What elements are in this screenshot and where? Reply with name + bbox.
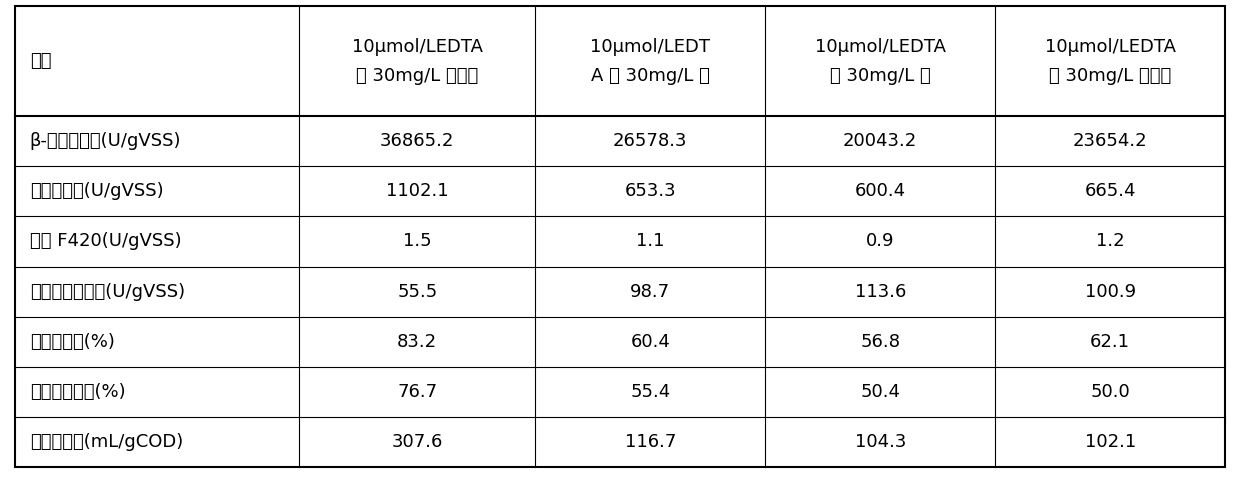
Text: 0.9: 0.9: [866, 232, 894, 250]
Text: 20043.2: 20043.2: [843, 132, 918, 150]
Text: 83.2: 83.2: [397, 333, 438, 351]
Text: 600.4: 600.4: [854, 182, 905, 200]
Text: 26578.3: 26578.3: [613, 132, 687, 150]
Text: 辅酶 F420(U/gVSS): 辅酶 F420(U/gVSS): [30, 232, 181, 250]
Text: 307.6: 307.6: [392, 433, 443, 451]
Text: 116.7: 116.7: [625, 433, 676, 451]
Text: 10μmol/LEDTA
与 30mg/L 零价铁: 10μmol/LEDTA 与 30mg/L 零价铁: [352, 38, 482, 85]
Text: 55.5: 55.5: [397, 283, 438, 301]
Text: 56.8: 56.8: [861, 333, 900, 351]
Text: 1102.1: 1102.1: [386, 182, 449, 200]
Text: β-葡萄糖苷酶(U/gVSS): β-葡萄糖苷酶(U/gVSS): [30, 132, 181, 150]
Text: 50.0: 50.0: [1090, 383, 1130, 401]
Text: 1.5: 1.5: [403, 232, 432, 250]
Text: 665.4: 665.4: [1085, 182, 1136, 200]
Text: 113.6: 113.6: [854, 283, 906, 301]
Text: 1.1: 1.1: [636, 232, 665, 250]
Text: 1.2: 1.2: [1096, 232, 1125, 250]
Text: 10μmol/LEDT
A 与 30mg/L 鲈: 10μmol/LEDT A 与 30mg/L 鲈: [590, 38, 711, 85]
Text: 10μmol/LEDTA
与 30mg/L 镍: 10μmol/LEDTA 与 30mg/L 镍: [815, 38, 946, 85]
Text: 36865.2: 36865.2: [381, 132, 455, 150]
Text: 蛋白质降解率(%): 蛋白质降解率(%): [30, 383, 125, 401]
Text: 62.1: 62.1: [1090, 333, 1130, 351]
Text: 23654.2: 23654.2: [1073, 132, 1147, 150]
Text: 653.3: 653.3: [625, 182, 676, 200]
Text: 累积产气率(mL/gCOD): 累积产气率(mL/gCOD): [30, 433, 184, 451]
Text: 102.1: 102.1: [1085, 433, 1136, 451]
Text: 100.9: 100.9: [1085, 283, 1136, 301]
Text: 60.4: 60.4: [630, 333, 670, 351]
Text: 蛋白水解酶(U/gVSS): 蛋白水解酶(U/gVSS): [30, 182, 164, 200]
Text: 多糖降解率(%): 多糖降解率(%): [30, 333, 114, 351]
Text: 项目: 项目: [30, 52, 51, 70]
Text: 10μmol/LEDTA
与 30mg/L 二价铁: 10μmol/LEDTA 与 30mg/L 二价铁: [1044, 38, 1176, 85]
Text: 亚硫酸盐还原酶(U/gVSS): 亚硫酸盐还原酶(U/gVSS): [30, 283, 185, 301]
Text: 98.7: 98.7: [630, 283, 671, 301]
Text: 50.4: 50.4: [861, 383, 900, 401]
Text: 55.4: 55.4: [630, 383, 671, 401]
Text: 104.3: 104.3: [854, 433, 906, 451]
Text: 76.7: 76.7: [397, 383, 438, 401]
